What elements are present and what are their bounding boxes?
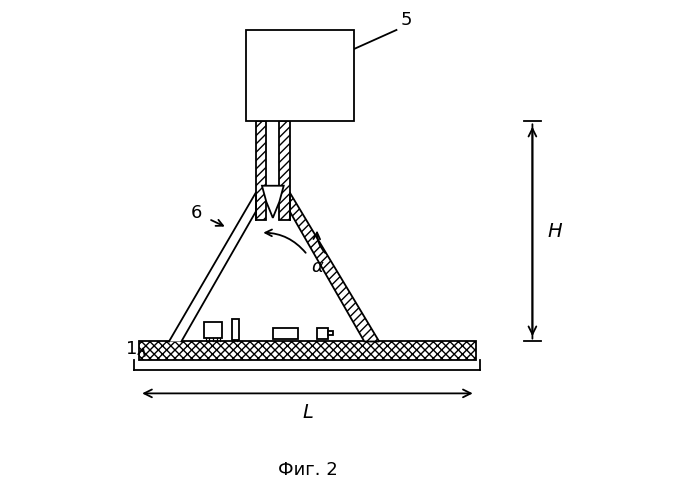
Bar — [317, 328, 328, 338]
Bar — [255, 122, 266, 220]
Text: 6: 6 — [191, 204, 202, 222]
Bar — [246, 30, 355, 122]
Bar — [328, 331, 333, 335]
Bar — [232, 319, 239, 340]
Polygon shape — [262, 186, 284, 218]
Text: H: H — [548, 222, 562, 241]
Bar — [139, 342, 475, 360]
Bar — [203, 322, 222, 338]
Polygon shape — [169, 193, 266, 342]
Text: 5: 5 — [400, 11, 412, 29]
Text: 1: 1 — [126, 340, 137, 358]
Bar — [279, 122, 290, 220]
Bar — [273, 328, 298, 338]
Text: α: α — [312, 258, 323, 276]
Polygon shape — [279, 193, 379, 342]
Text: L: L — [302, 404, 313, 422]
Text: Фиг. 2: Фиг. 2 — [278, 461, 337, 479]
